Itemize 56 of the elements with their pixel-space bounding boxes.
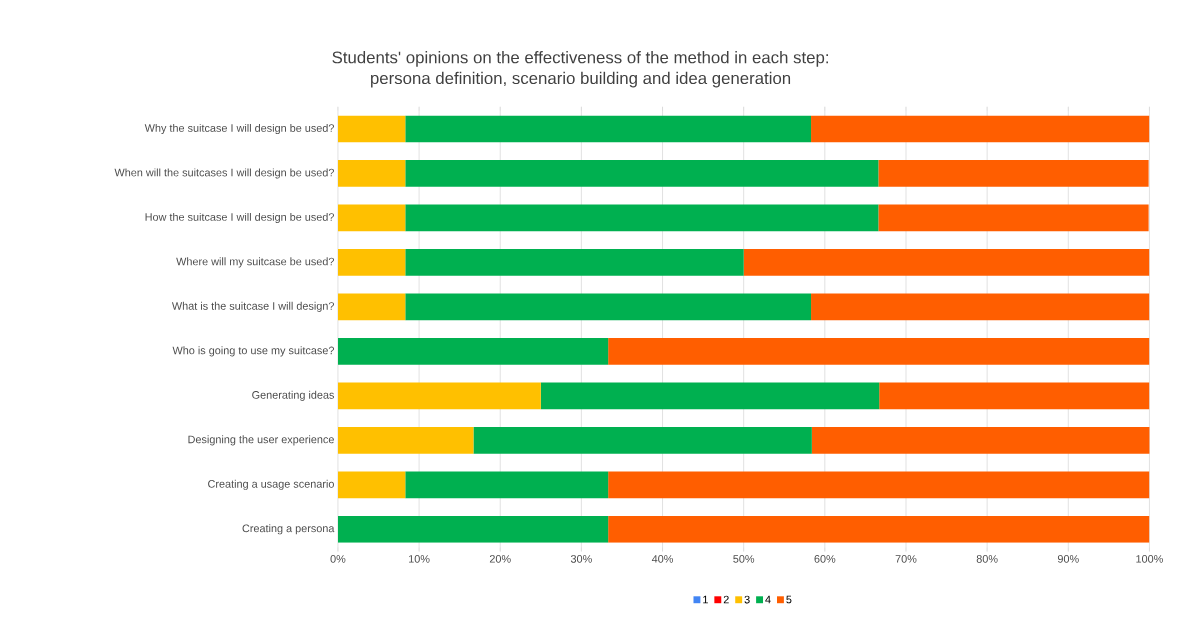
bar [473, 427, 812, 454]
bar [337, 382, 541, 410]
bar [608, 516, 1150, 543]
x-tick-label: 0% [330, 555, 346, 563]
x-tick-label: 70% [895, 555, 917, 563]
y-tick-label: Where will my suitcase be used? [176, 257, 335, 268]
x-tick-label: 40% [651, 555, 674, 563]
bar [405, 471, 609, 499]
chart-title: Students' opinions on the effectiveness of the method in each step: [332, 51, 828, 67]
bar [743, 249, 1150, 276]
bar [608, 338, 1150, 365]
y-tick-label: When will the suitcases I will design be used? [114, 168, 334, 179]
bar [337, 338, 609, 365]
y-tick-label: Who is going to use my suitcase? [172, 346, 335, 357]
bar [608, 471, 1150, 499]
bar [337, 427, 474, 454]
bar [405, 115, 812, 143]
x-tick-label: 30% [570, 555, 592, 563]
x-tick-label: 90% [1057, 555, 1079, 563]
y-tick-label: Creating a persona [242, 524, 335, 535]
bar [337, 471, 406, 499]
legend-label: 2 [723, 595, 729, 604]
bar [337, 204, 406, 232]
x-tick-label: 50% [733, 555, 755, 563]
legend-label: 4 [765, 596, 771, 604]
bar [337, 115, 406, 143]
bar [540, 382, 880, 410]
y-tick-label: Creating a usage scenario [208, 479, 334, 491]
bar [405, 160, 879, 188]
x-tick-label: 100% [1136, 555, 1163, 563]
y-tick-label: Designing the user experience [188, 435, 334, 446]
bar [879, 382, 1150, 410]
bar [811, 427, 1150, 454]
bar [405, 293, 812, 321]
y-tick-label: Generating ideas [252, 391, 335, 402]
legend-label: 5 [786, 596, 792, 604]
bar [337, 160, 406, 188]
bar [878, 204, 1149, 232]
bar [337, 516, 609, 543]
x-tick-label: 80% [976, 555, 998, 563]
x-tick-label: 10% [409, 555, 430, 563]
chart-subtitle: persona definition, scenario building and idea generation [371, 72, 791, 88]
bar [337, 249, 406, 276]
y-tick-label: What is the suitcase I will design? [171, 302, 335, 313]
bar [811, 293, 1150, 321]
y-tick-label: How the suitcase I will design be used? [145, 213, 334, 224]
bar [878, 160, 1149, 188]
legend-label: 3 [744, 595, 750, 604]
x-tick-label: 20% [489, 555, 511, 563]
bar [405, 249, 744, 276]
legend-label: 1 [703, 596, 708, 604]
bar [405, 204, 879, 232]
bar [811, 115, 1150, 143]
bar [337, 293, 406, 321]
x-tick-label: 60% [814, 555, 836, 563]
y-tick-label: Why the suitcase I will design be used? [144, 124, 335, 135]
